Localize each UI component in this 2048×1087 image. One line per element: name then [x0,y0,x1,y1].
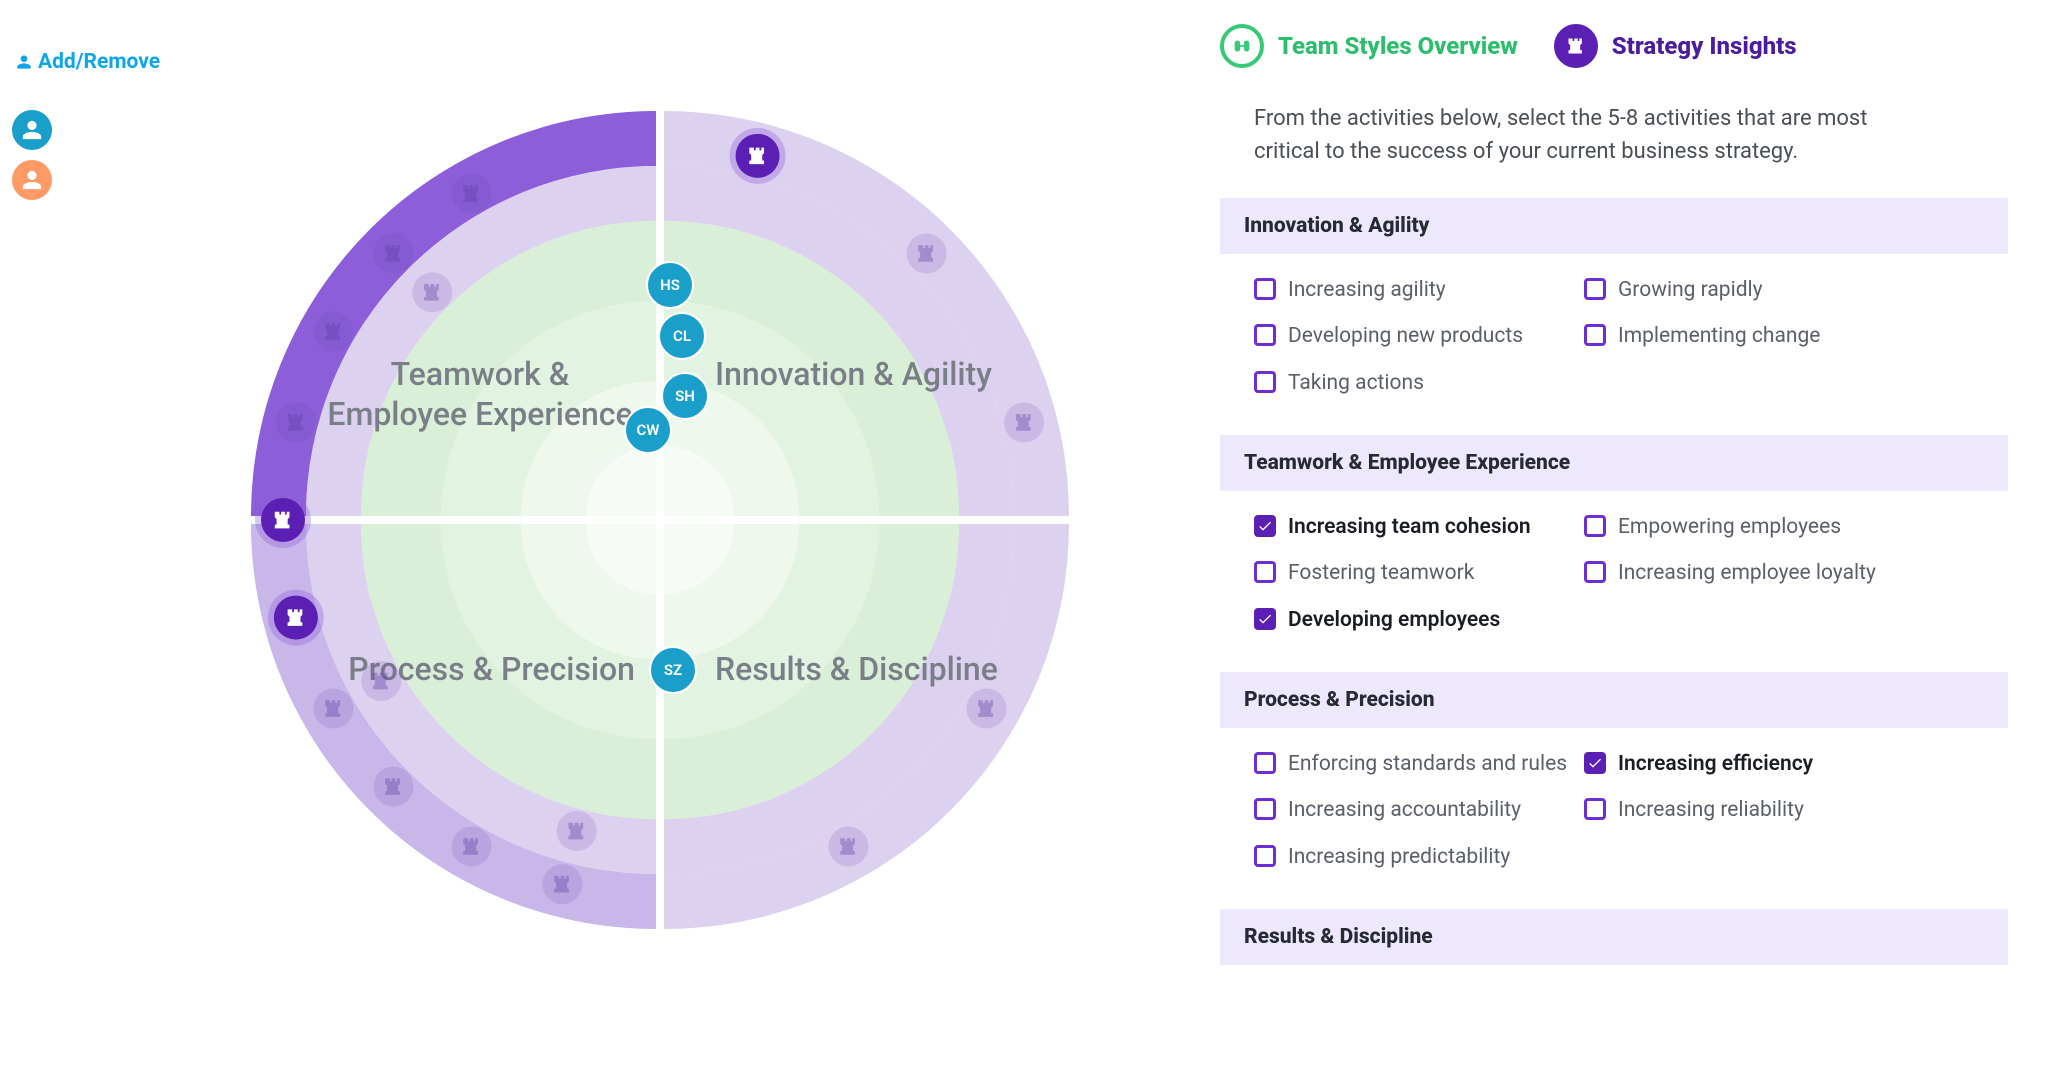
activity-checkbox[interactable]: Increasing employee loyalty [1584,559,1884,587]
chess-rook-icon [463,185,478,202]
checkbox-icon [1254,845,1276,867]
chess-rook-icon [385,245,400,262]
activity-label: Increasing accountability [1288,796,1521,824]
tab-label: Strategy Insights [1612,32,1797,60]
intro-text: From the activities below, select the 5-… [1254,102,1894,168]
chess-rook-icon [275,512,290,529]
checkbox-icon [1254,798,1276,820]
left-sidebar: Add/Remove [0,0,60,1087]
activity-checkbox[interactable]: Empowering employees [1584,513,1884,541]
activity-checkbox[interactable]: Taking actions [1254,369,1574,397]
activity-checkbox[interactable]: Increasing efficiency [1584,750,1884,778]
section-header: Results & Discipline [1220,909,2008,965]
app-root: Add/Remove Teamwork &Employee Experience… [0,0,2048,1087]
person-initials: CW [637,421,660,439]
activity-checkbox[interactable]: Increasing team cohesion [1254,513,1574,541]
checkbox-icon [1254,278,1276,300]
activity-label: Increasing predictability [1288,843,1510,871]
chess-rook-icon [463,838,478,855]
activity-checkbox[interactable]: Developing new products [1254,322,1574,350]
chess-rook-icon [918,245,933,262]
person-initials: SZ [664,661,682,679]
section-header: Process & Precision [1220,672,2008,728]
chart-area: Teamwork &Employee ExperienceInnovation … [60,0,1220,1087]
activity-label: Increasing agility [1288,276,1446,304]
activity-label: Fostering teamwork [1288,559,1474,587]
checkbox-icon [1254,324,1276,346]
tab-strategy-insights[interactable]: Strategy Insights [1554,24,1797,68]
activity-label: Increasing efficiency [1618,750,1813,778]
checkbox-icon [1254,371,1276,393]
activity-checkbox[interactable]: Fostering teamwork [1254,559,1574,587]
activity-checkbox[interactable]: Implementing change [1584,322,1884,350]
activity-checkbox[interactable]: Growing rapidly [1584,276,1884,304]
checkbox-icon [1254,608,1276,630]
section-header: Innovation & Agility [1220,198,2008,254]
section-body: Enforcing standards and rules Increasing … [1220,728,2008,885]
chess-rook-icon [325,323,340,340]
person-initials: CL [673,327,691,345]
sections-container: Innovation & Agility Increasing agility Gr… [1220,198,2008,965]
quadrant-label: Results & Discipline [715,650,998,688]
chess-rook-icon [373,673,388,690]
checkbox-icon [1584,324,1606,346]
section-body: Increasing agility Growing rapidly Develop… [1220,254,2008,411]
checkbox-icon [1584,561,1606,583]
activity-label: Implementing change [1618,322,1820,350]
person-initials: SH [675,387,695,405]
tab-team-styles-overview[interactable]: Team Styles Overview [1220,24,1518,68]
section: Teamwork & Employee ExperienceIncreasing… [1220,435,2008,648]
checkbox-icon [1584,515,1606,537]
activity-label: Developing new products [1288,322,1523,350]
activity-checkbox[interactable]: Enforcing standards and rules [1254,750,1574,778]
section: Results & Discipline [1220,909,2008,965]
activity-checkbox[interactable]: Increasing agility [1254,276,1574,304]
checkbox-icon [1254,515,1276,537]
right-panel: Team Styles Overview Strategy Insights F… [1220,0,2048,1087]
activity-checkbox[interactable]: Increasing accountability [1254,796,1574,824]
checkbox-icon [1254,561,1276,583]
activity-checkbox[interactable]: Increasing reliability [1584,796,1884,824]
checkbox-icon [1584,752,1606,774]
chess-rook-icon [568,823,583,840]
section: Innovation & Agility Increasing agility Gr… [1220,198,2008,411]
activity-label: Developing employees [1288,606,1500,634]
chess-rook-icon [749,148,764,165]
chess-rook-icon [325,700,340,717]
activity-label: Empowering employees [1618,513,1841,541]
chess-rook-icon [840,838,855,855]
tabs: Team Styles Overview Strategy Insights [1220,24,2008,68]
tab-label: Team Styles Overview [1278,32,1518,60]
activity-label: Growing rapidly [1618,276,1763,304]
section: Process & PrecisionEnforcing standards a… [1220,672,2008,885]
binoculars-icon [1220,24,1264,68]
chess-rook-icon [1554,24,1598,68]
avatar-0[interactable] [12,110,52,150]
activity-label: Enforcing standards and rules [1288,750,1567,778]
activity-label: Increasing team cohesion [1288,513,1531,541]
section-body: Increasing team cohesion Empowering emplo… [1220,491,2008,648]
chess-rook-icon [1016,414,1031,431]
chess-rook-icon [288,609,303,626]
person-initials: HS [660,276,680,294]
avatar-1[interactable] [12,160,52,200]
activity-checkbox[interactable]: Developing employees [1254,606,1574,634]
checkbox-icon [1584,798,1606,820]
chess-rook-icon [554,876,569,893]
chess-rook-icon [978,700,993,717]
person-icon [16,54,32,70]
section-header: Teamwork & Employee Experience [1220,435,2008,491]
activity-label: Taking actions [1288,369,1424,397]
activity-label: Increasing reliability [1618,796,1804,824]
quadrant-chart: Teamwork &Employee ExperienceInnovation … [100,0,1220,1070]
activity-label: Increasing employee loyalty [1618,559,1876,587]
checkbox-icon [1254,752,1276,774]
checkbox-icon [1584,278,1606,300]
avatar-stack [12,110,52,200]
activity-checkbox[interactable]: Increasing predictability [1254,843,1574,871]
quadrant-label: Innovation & Agility [715,355,992,393]
chess-rook-icon [385,778,400,795]
chess-rook-icon [424,284,439,301]
chess-rook-icon [288,414,303,431]
